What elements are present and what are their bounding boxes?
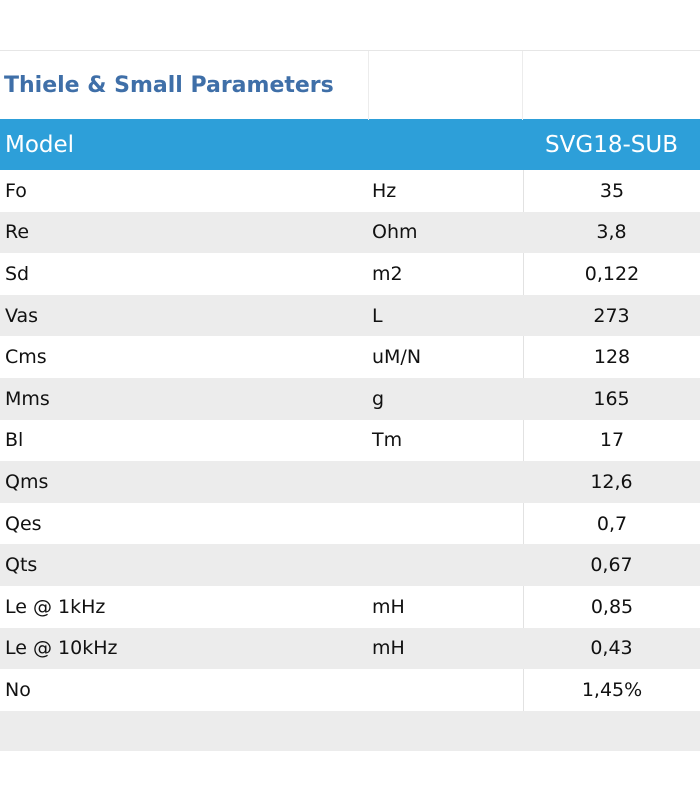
table-row: Le @ 1kHz mH 0,85 bbox=[0, 585, 700, 628]
param-value: 35 bbox=[523, 170, 700, 212]
table-row: No 1,45% bbox=[0, 669, 700, 711]
table-row: Cms uM/N 128 bbox=[0, 336, 700, 378]
param-unit: Tm bbox=[372, 429, 403, 452]
param-unit: Ohm bbox=[372, 221, 418, 244]
table-row: Qes 0,7 bbox=[0, 502, 700, 545]
table-row: Bl Tm 17 bbox=[0, 419, 700, 462]
table-row: Vas L 273 bbox=[0, 294, 700, 337]
param-name: Cms bbox=[5, 346, 47, 369]
parameters-table: Thiele & Small Parameters Model SVG18-SU… bbox=[0, 50, 700, 751]
title-empty-cell bbox=[523, 51, 700, 120]
param-name: Vas bbox=[5, 304, 39, 327]
param-unit: uM/N bbox=[372, 346, 422, 369]
param-name: Fo bbox=[5, 179, 27, 202]
param-value: 0,122 bbox=[523, 253, 700, 295]
param-value: 0,43 bbox=[590, 637, 633, 660]
param-value: 273 bbox=[593, 304, 630, 327]
header-row: Model SVG18-SUB bbox=[0, 119, 700, 170]
param-name: Qms bbox=[5, 470, 49, 493]
header-model-label: Model bbox=[5, 131, 75, 158]
param-value: 12,6 bbox=[590, 470, 633, 493]
table-row: Re Ohm 3,8 bbox=[0, 211, 700, 254]
param-name: Re bbox=[5, 221, 30, 244]
table-row-empty bbox=[0, 710, 700, 751]
table-row: Fo Hz 35 bbox=[0, 170, 700, 212]
param-name: Bl bbox=[5, 429, 24, 452]
param-value: 0,85 bbox=[523, 585, 700, 628]
param-name: Sd bbox=[5, 262, 30, 285]
param-name: Le @ 10kHz bbox=[5, 637, 118, 660]
table-row: Le @ 10kHz mH 0,43 bbox=[0, 627, 700, 670]
param-value: 165 bbox=[593, 387, 630, 410]
param-unit: mH bbox=[372, 595, 405, 618]
param-unit: Hz bbox=[372, 179, 397, 202]
param-name: Qts bbox=[5, 554, 38, 577]
param-value: 1,45% bbox=[523, 669, 700, 711]
param-value: 128 bbox=[523, 336, 700, 378]
table-row: Sd m2 0,122 bbox=[0, 253, 700, 295]
param-value: 0,67 bbox=[590, 554, 633, 577]
param-name: Mms bbox=[5, 387, 50, 410]
title-row: Thiele & Small Parameters bbox=[0, 50, 700, 120]
title-empty-cell bbox=[369, 51, 523, 120]
header-model-name: SVG18-SUB bbox=[545, 131, 678, 158]
table-row: Qts 0,67 bbox=[0, 544, 700, 586]
param-name: Qes bbox=[5, 512, 42, 535]
table-title: Thiele & Small Parameters bbox=[0, 51, 369, 120]
param-unit: L bbox=[372, 304, 383, 327]
param-value: 17 bbox=[523, 419, 700, 462]
param-name: No bbox=[5, 678, 31, 701]
table-row: Qms 12,6 bbox=[0, 461, 700, 503]
param-value: 0,7 bbox=[523, 502, 700, 545]
table-body: Fo Hz 35 Re Ohm 3,8 Sd m2 0,122 Vas L 273 Cms uM/N 128… bbox=[0, 170, 700, 751]
param-unit: m2 bbox=[372, 262, 403, 285]
param-unit: g bbox=[372, 387, 385, 410]
param-unit: mH bbox=[372, 637, 405, 660]
param-name: Le @ 1kHz bbox=[5, 595, 106, 618]
table-row: Mms g 165 bbox=[0, 377, 700, 420]
param-value: 3,8 bbox=[596, 221, 627, 244]
